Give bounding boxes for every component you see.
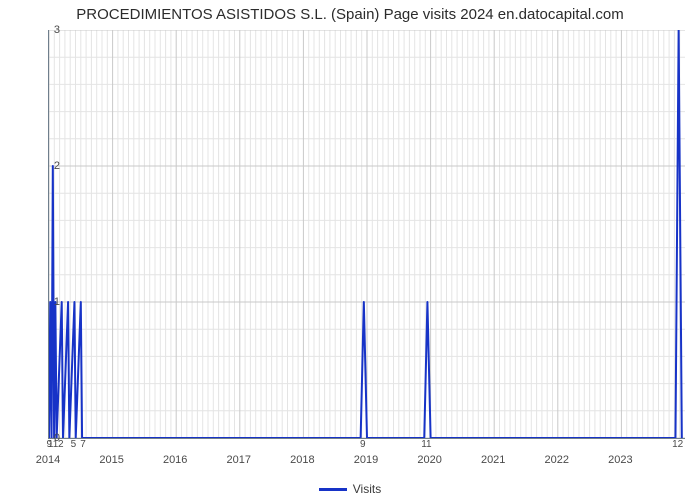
- y-tick-label: 1: [40, 296, 60, 308]
- x-minor-label: 5: [71, 439, 77, 450]
- x-minor-label: 11: [421, 439, 431, 450]
- x-minor-label: 9: [360, 439, 366, 450]
- y-tick-label: 2: [40, 160, 60, 172]
- x-tick-label: 2020: [417, 454, 441, 466]
- plot-area: [48, 30, 685, 439]
- x-tick-label: 2019: [354, 454, 378, 466]
- x-minor-label: 7: [80, 439, 86, 450]
- y-tick-label: 3: [40, 24, 60, 36]
- x-tick-label: 2016: [163, 454, 187, 466]
- legend-swatch: [319, 488, 347, 491]
- chart-title: PROCEDIMIENTOS ASISTIDOS S.L. (Spain) Pa…: [0, 6, 700, 23]
- x-minor-label: 11: [48, 439, 58, 450]
- x-tick-label: 2023: [608, 454, 632, 466]
- x-tick-label: 2014: [36, 454, 60, 466]
- line-chart-svg: [49, 30, 685, 438]
- x-tick-label: 2018: [290, 454, 314, 466]
- x-tick-label: 2017: [227, 454, 251, 466]
- x-minor-label: 12: [672, 439, 683, 450]
- chart-container: { "title": "PROCEDIMIENTOS ASISTIDOS S.L…: [0, 0, 700, 500]
- legend: Visits: [0, 482, 700, 496]
- legend-label: Visits: [353, 482, 381, 496]
- x-tick-label: 2022: [545, 454, 569, 466]
- x-minor-label: 2: [58, 439, 64, 450]
- x-tick-label: 2021: [481, 454, 505, 466]
- x-tick-label: 2015: [99, 454, 123, 466]
